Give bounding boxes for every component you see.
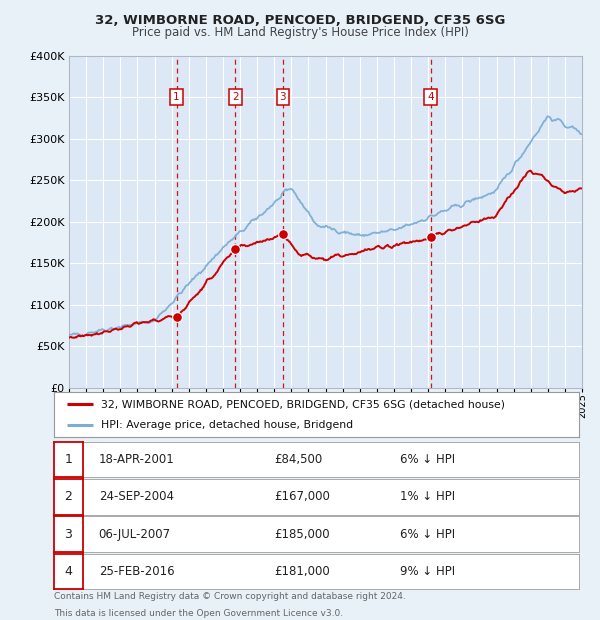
Text: Price paid vs. HM Land Registry's House Price Index (HPI): Price paid vs. HM Land Registry's House … (131, 26, 469, 39)
Text: 4: 4 (427, 92, 434, 102)
Text: 4: 4 (65, 565, 73, 578)
Text: 6% ↓ HPI: 6% ↓ HPI (401, 453, 455, 466)
Text: 3: 3 (65, 528, 73, 541)
Text: 32, WIMBORNE ROAD, PENCOED, BRIDGEND, CF35 6SG: 32, WIMBORNE ROAD, PENCOED, BRIDGEND, CF… (95, 14, 505, 27)
Text: 32, WIMBORNE ROAD, PENCOED, BRIDGEND, CF35 6SG (detached house): 32, WIMBORNE ROAD, PENCOED, BRIDGEND, CF… (101, 399, 505, 409)
Text: 2: 2 (232, 92, 239, 102)
Text: £167,000: £167,000 (275, 490, 331, 503)
Text: £84,500: £84,500 (275, 453, 323, 466)
Text: £181,000: £181,000 (275, 565, 330, 578)
Text: 2: 2 (65, 490, 73, 503)
Text: 25-FEB-2016: 25-FEB-2016 (98, 565, 174, 578)
Text: HPI: Average price, detached house, Bridgend: HPI: Average price, detached house, Brid… (101, 420, 353, 430)
Text: 9% ↓ HPI: 9% ↓ HPI (401, 565, 455, 578)
Text: 6% ↓ HPI: 6% ↓ HPI (401, 528, 455, 541)
Text: 18-APR-2001: 18-APR-2001 (98, 453, 175, 466)
Text: This data is licensed under the Open Government Licence v3.0.: This data is licensed under the Open Gov… (54, 609, 343, 619)
Text: 24-SEP-2004: 24-SEP-2004 (98, 490, 173, 503)
Text: 1% ↓ HPI: 1% ↓ HPI (401, 490, 455, 503)
Text: 1: 1 (173, 92, 180, 102)
Text: £185,000: £185,000 (275, 528, 330, 541)
Text: 1: 1 (65, 453, 73, 466)
Text: 06-JUL-2007: 06-JUL-2007 (98, 528, 171, 541)
Text: 3: 3 (280, 92, 286, 102)
Text: Contains HM Land Registry data © Crown copyright and database right 2024.: Contains HM Land Registry data © Crown c… (54, 592, 406, 601)
